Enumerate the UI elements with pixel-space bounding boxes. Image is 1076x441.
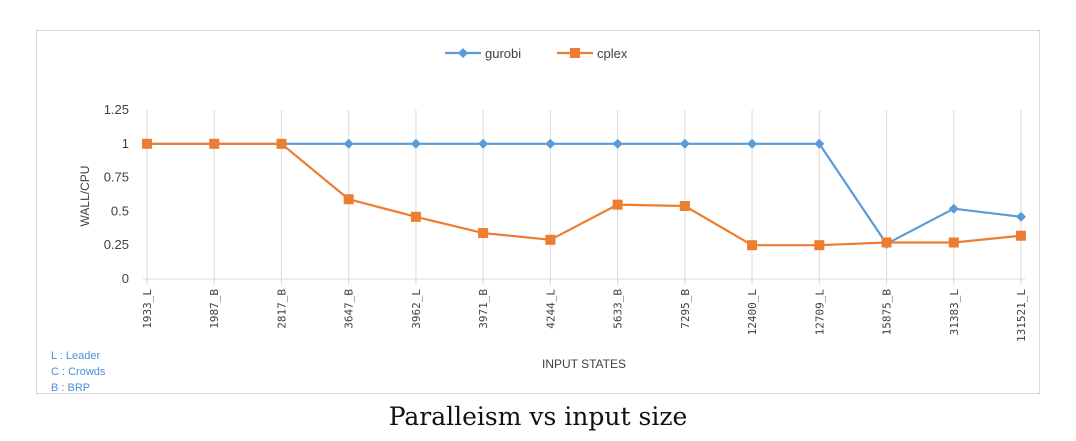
y-axis-label: WALL/CPU (78, 166, 92, 227)
x-tick-label: 4244_L (544, 289, 557, 329)
point-gurobi-4244_L (545, 138, 556, 149)
note-crowds: C : Crowds (51, 366, 106, 378)
point-gurobi-3962_L (410, 138, 421, 149)
chart-frame: 0 0.25 0.5 0.75 1 1.25 1933_L 1987_B 2817_B 3647_… (36, 30, 1040, 394)
point-gurobi-12400_L (747, 138, 758, 149)
legend-label-cplex: cplex (597, 46, 628, 61)
x-tick-label: 31383_L (948, 289, 961, 336)
point-cplex-31383_L (948, 237, 959, 248)
point-cplex-7295_B (679, 200, 690, 211)
note-brp: B : BRP (51, 382, 90, 394)
y-tick-label: 1.25 (104, 102, 129, 117)
point-cplex-12400_L (747, 240, 758, 251)
x-tick-label: 1933_L (141, 289, 154, 329)
figure-caption: Paralleism vs input size (388, 402, 688, 431)
x-tick-label: 12709_L (813, 289, 826, 336)
x-tick-label: 5633_B (612, 289, 625, 329)
point-gurobi-131521_L (1016, 211, 1026, 222)
point-cplex-12709_L (814, 240, 825, 251)
point-cplex-131521_L (1016, 230, 1026, 241)
point-cplex-3971_B (478, 228, 489, 239)
x-tick-label: 131521_L (1015, 289, 1028, 342)
series-line-gurobi (147, 142, 1022, 245)
series-gurobi (142, 138, 1026, 249)
point-gurobi-7295_B (679, 138, 690, 149)
x-tick-label: 7295_B (679, 289, 692, 329)
point-gurobi-5633_B (612, 138, 623, 149)
series-line-cplex (147, 142, 1022, 247)
line-chart: 0 0.25 0.5 0.75 1 1.25 1933_L 1987_B 2817_B 3647_… (51, 46, 1028, 394)
point-gurobi-3971_B (478, 138, 489, 149)
legend-item-gurobi: gurobi (445, 46, 521, 61)
point-cplex-1933_L (142, 138, 152, 149)
x-tick-label: 12400_L (746, 289, 759, 336)
point-cplex-5633_B (612, 199, 623, 210)
grid-layer (146, 110, 1022, 285)
point-gurobi-3647_B (343, 138, 354, 149)
legend-marker-cplex (570, 48, 580, 58)
axis-layer: 0 0.25 0.5 0.75 1 1.25 1933_L 1987_B 2817_B 3647_… (104, 102, 1028, 342)
point-cplex-3962_L (410, 211, 421, 222)
y-tick-label: 0.75 (104, 170, 129, 185)
x-tick-label: 2817_B (275, 289, 288, 329)
point-cplex-3647_B (343, 194, 354, 205)
legend: gurobi cplex (445, 46, 628, 61)
point-gurobi-12709_L (814, 138, 825, 149)
x-tick-label: 15875_B (881, 289, 894, 336)
note-leader: L : Leader (51, 350, 100, 362)
y-tick-label: 0 (122, 271, 129, 286)
x-tick-label: 3971_B (477, 289, 490, 329)
series-cplex (142, 138, 1026, 251)
y-tick-label: 0.25 (104, 237, 129, 252)
x-tick-label: 3647_B (343, 289, 356, 329)
point-gurobi-31383_L (948, 203, 959, 214)
point-cplex-15875_B (881, 237, 892, 248)
series-layer (142, 138, 1026, 251)
y-tick-label: 1 (122, 136, 129, 151)
x-axis-label: INPUT STATES (542, 357, 626, 371)
legend-item-cplex: cplex (557, 46, 628, 61)
point-cplex-2817_B (276, 138, 287, 149)
legend-label-gurobi: gurobi (485, 46, 521, 61)
x-tick-label: 1987_B (208, 289, 221, 329)
point-cplex-4244_L (545, 234, 556, 245)
x-tick-label: 3962_L (410, 289, 423, 329)
abbreviation-notes: L : Leader C : Crowds B : BRP (51, 350, 106, 394)
y-tick-label: 0.5 (111, 203, 129, 218)
point-cplex-1987_B (209, 138, 220, 149)
legend-marker-gurobi (458, 48, 468, 58)
